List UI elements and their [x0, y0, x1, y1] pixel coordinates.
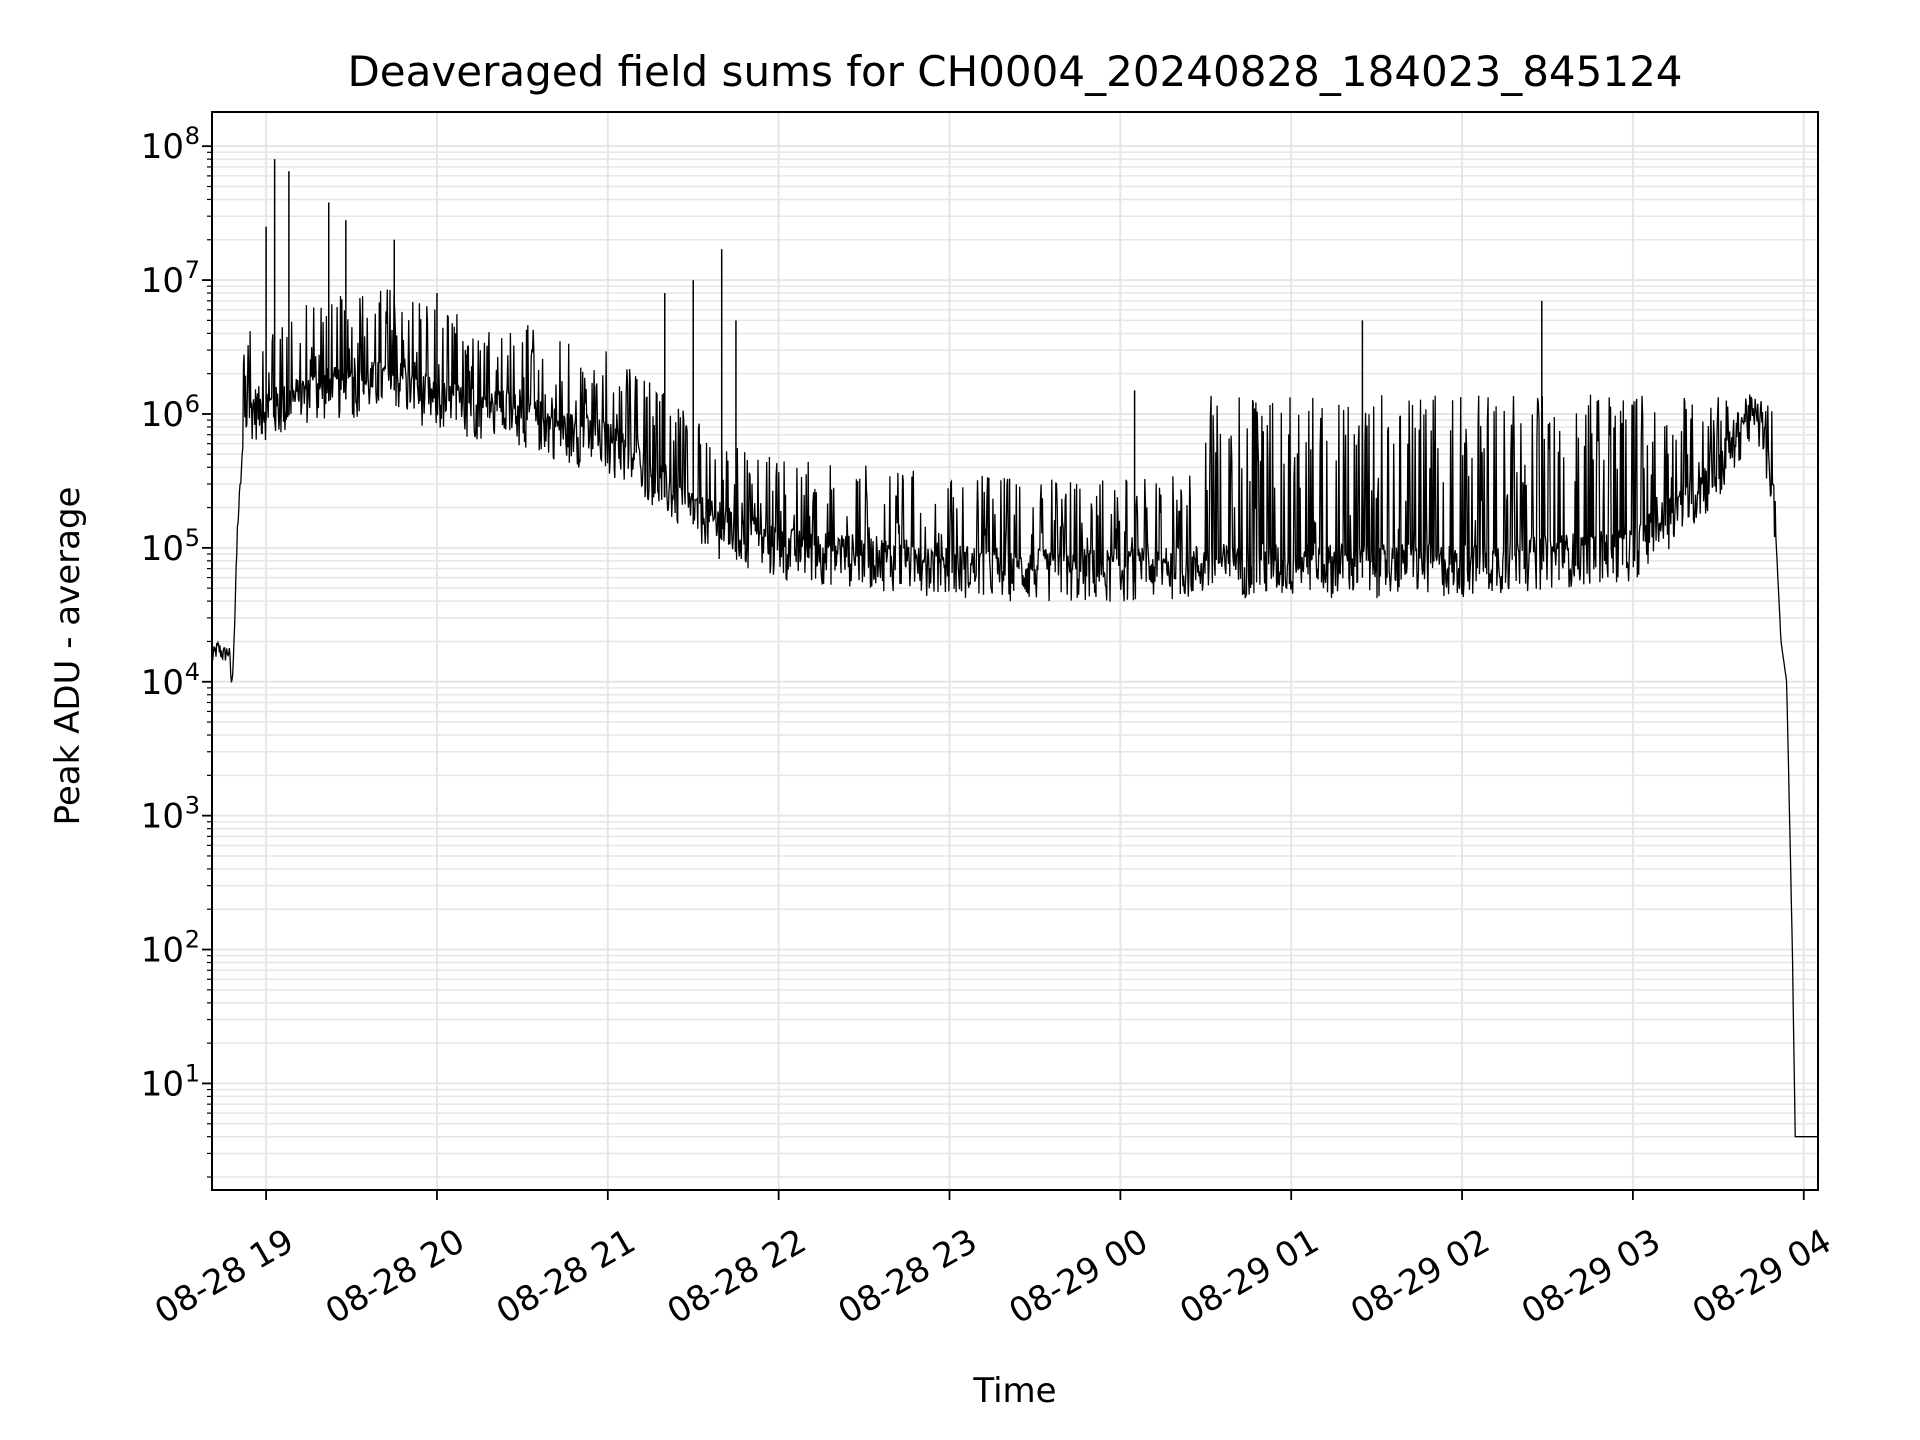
- x-tick-label: 08-29 01: [1173, 1221, 1325, 1332]
- x-tick-label: 08-29 02: [1344, 1221, 1496, 1332]
- y-tick-exponent: 3: [185, 792, 200, 820]
- x-tick-label: 08-29 04: [1686, 1221, 1838, 1332]
- x-tick-label: 08-28 22: [661, 1221, 813, 1332]
- x-axis-label: Time: [972, 1371, 1056, 1411]
- x-tick-label: 08-29 00: [1002, 1221, 1154, 1332]
- y-tick-label: 10: [141, 127, 184, 167]
- y-tick-label: 10: [141, 663, 184, 703]
- y-tick-label: 10: [141, 529, 184, 569]
- y-tick-exponent: 1: [185, 1059, 200, 1087]
- y-tick-exponent: 7: [185, 256, 200, 284]
- y-tick-exponent: 8: [185, 122, 200, 150]
- series-layer: [211, 159, 1818, 1138]
- x-tick-label: 08-28 21: [490, 1221, 642, 1332]
- y-tick-label: 10: [141, 395, 184, 435]
- y-tick-exponent: 6: [185, 390, 200, 418]
- x-tick-label: 08-28 23: [832, 1221, 984, 1332]
- plot-frame: [211, 111, 1819, 1191]
- y-tick-label: 10: [141, 1064, 184, 1104]
- y-tick-label: 10: [141, 931, 184, 971]
- y-tick-label: 10: [141, 261, 184, 301]
- y-tick-exponent: 2: [185, 926, 200, 954]
- x-tick-label: 08-28 19: [148, 1221, 300, 1332]
- y-axis-label: Peak ADU - average: [48, 487, 88, 826]
- series-line: [211, 289, 1818, 1138]
- x-tick-label: 08-28 20: [319, 1221, 471, 1332]
- x-tick-label: 08-29 03: [1515, 1221, 1667, 1332]
- chart-title: Deaveraged field sums for CH0004_2024082…: [347, 47, 1682, 96]
- y-tick-label: 10: [141, 797, 184, 837]
- y-tick-exponent: 4: [185, 658, 200, 686]
- y-tick-exponent: 5: [185, 524, 200, 552]
- grid: [212, 112, 1818, 1190]
